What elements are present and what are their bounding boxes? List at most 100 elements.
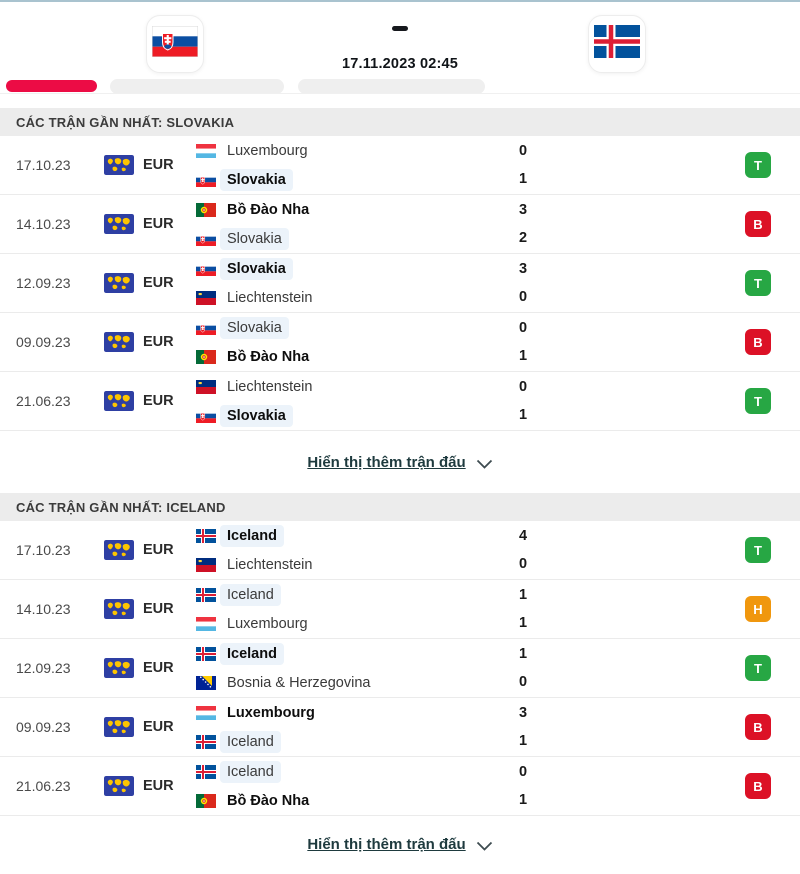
europe-map-icon — [104, 391, 134, 411]
match-row[interactable]: 17.10.23 EUR Luxembourg Sl — [0, 136, 800, 195]
europe-map-icon — [104, 214, 134, 234]
match-date: 21.06.23 — [16, 778, 71, 794]
team-name: Iceland — [220, 524, 284, 547]
tabs-divider — [0, 93, 800, 94]
result-badge: T — [745, 537, 771, 563]
top-progress-line — [0, 0, 800, 2]
tab-active-pill[interactable] — [6, 80, 97, 92]
result-badge: T — [745, 388, 771, 414]
teams-cell: Slovakia Liechtenstein — [196, 257, 500, 310]
competition-cell: EUR — [104, 214, 196, 234]
team-line-1: Bồ Đào Nha — [196, 198, 500, 222]
scores-cell: 0 1 — [500, 380, 546, 422]
team-flag-icon — [196, 764, 216, 779]
section-title: CÁC TRẬN GẦN NHẤT: SLOVAKIA — [16, 114, 235, 130]
team2-score: 0 — [518, 555, 528, 572]
match-row[interactable]: 14.10.23 EUR Bồ Đào Nha Sl — [0, 195, 800, 254]
chevron-down-icon — [476, 456, 493, 469]
teams-cell: Iceland Liechtenstein — [196, 524, 500, 577]
teams-cell: Liechtenstein Slovakia — [196, 375, 500, 428]
team-line-1: Iceland — [196, 642, 500, 666]
result-cell: B — [546, 329, 800, 355]
match-date: 09.09.23 — [16, 719, 71, 735]
match-row[interactable]: 17.10.23 EUR Iceland Liech — [0, 521, 800, 580]
result-cell: T — [546, 655, 800, 681]
match-row[interactable]: 12.09.23 EUR Slovakia Liec — [0, 254, 800, 313]
team-line-1: Slovakia — [196, 257, 500, 281]
result-badge: B — [745, 329, 771, 355]
europe-map-icon — [104, 273, 134, 293]
section-title: CÁC TRẬN GẦN NHẤT: ICELAND — [16, 499, 226, 515]
competition-label: EUR — [143, 334, 174, 350]
teams-cell: Iceland Luxembourg — [196, 583, 500, 636]
scores-cell: 3 0 — [500, 262, 546, 304]
result-badge: T — [745, 152, 771, 178]
iceland-flag-icon — [594, 25, 640, 63]
team-line-1: Luxembourg — [196, 701, 500, 725]
competition-label: EUR — [143, 275, 174, 291]
match-list: 17.10.23 EUR Luxembourg Sl — [0, 136, 800, 431]
competition-label: EUR — [143, 719, 174, 735]
slovakia-flag-icon — [151, 25, 199, 62]
match-list: 17.10.23 EUR Iceland Liech — [0, 521, 800, 816]
match-header: 17.11.2023 02:45 — [0, 0, 800, 108]
scores-cell: 0 1 — [500, 144, 546, 186]
team-line-2: Slovakia — [196, 168, 500, 192]
tab-pill-2[interactable] — [110, 79, 284, 94]
result-cell: B — [546, 211, 800, 237]
competition-label: EUR — [143, 157, 174, 173]
competition-label: EUR — [143, 542, 174, 558]
team-name: Bồ Đào Nha — [227, 792, 310, 809]
result-badge: B — [745, 211, 771, 237]
team-flag-icon — [196, 143, 216, 158]
show-more-row: Hiển thị thêm trận đấu — [0, 431, 800, 493]
show-more-row: Hiển thị thêm trận đấu — [0, 816, 800, 872]
show-more-link[interactable]: Hiển thị thêm trận đấu — [307, 453, 466, 471]
team1-score: 0 — [518, 143, 528, 159]
scores-cell: 0 1 — [500, 321, 546, 363]
match-row[interactable]: 09.09.23 EUR Luxembourg Ic — [0, 698, 800, 757]
team-name: Slovakia — [220, 316, 289, 339]
team1-score: 0 — [518, 379, 528, 395]
europe-map-icon — [104, 658, 134, 678]
scores-cell: 4 0 — [500, 529, 546, 571]
team-flag-icon — [196, 290, 216, 305]
tab-pill-3[interactable] — [298, 79, 485, 94]
team-line-2: Liechtenstein — [196, 553, 500, 577]
match-row[interactable]: 12.09.23 EUR Iceland Bosni — [0, 639, 800, 698]
competition-cell: EUR — [104, 776, 196, 796]
match-row[interactable]: 21.06.23 EUR Iceland Bồ Đà — [0, 757, 800, 816]
match-row[interactable]: 14.10.23 EUR Iceland Luxem — [0, 580, 800, 639]
match-date: 14.10.23 — [16, 601, 71, 617]
team2-score: 0 — [518, 288, 528, 305]
competition-cell: EUR — [104, 155, 196, 175]
home-team-flag-box — [146, 15, 204, 73]
team-flag-icon — [196, 349, 216, 364]
team1-score: 1 — [518, 646, 528, 662]
team-name: Iceland — [220, 642, 284, 665]
result-cell: T — [546, 537, 800, 563]
team-flag-icon — [196, 379, 216, 394]
vs-dash-icon — [392, 26, 408, 31]
team-name: Bosnia & Herzegovina — [227, 674, 371, 691]
result-cell: T — [546, 388, 800, 414]
section-recent-slovakia: CÁC TRẬN GẦN NHẤT: SLOVAKIA 17.10.23 EUR… — [0, 108, 800, 493]
show-more-link[interactable]: Hiển thị thêm trận đấu — [307, 835, 466, 853]
match-date: 12.09.23 — [16, 660, 71, 676]
team2-score: 0 — [518, 673, 528, 690]
scores-cell: 3 2 — [500, 203, 546, 245]
teams-cell: Bồ Đào Nha Slovakia — [196, 198, 500, 251]
competition-label: EUR — [143, 778, 174, 794]
team1-score: 0 — [518, 320, 528, 336]
team-flag-icon — [196, 172, 216, 187]
team2-score: 1 — [518, 347, 528, 364]
team-line-1: Luxembourg — [196, 139, 500, 163]
match-row[interactable]: 21.06.23 EUR Liechtenstein — [0, 372, 800, 431]
team-name: Iceland — [220, 730, 281, 753]
match-row[interactable]: 09.09.23 EUR Slovakia Bồ Đ — [0, 313, 800, 372]
team-flag-icon — [196, 231, 216, 246]
team-name: Luxembourg — [227, 142, 308, 159]
team-name: Slovakia — [220, 227, 289, 250]
team1-score: 3 — [518, 705, 528, 721]
europe-map-icon — [104, 332, 134, 352]
